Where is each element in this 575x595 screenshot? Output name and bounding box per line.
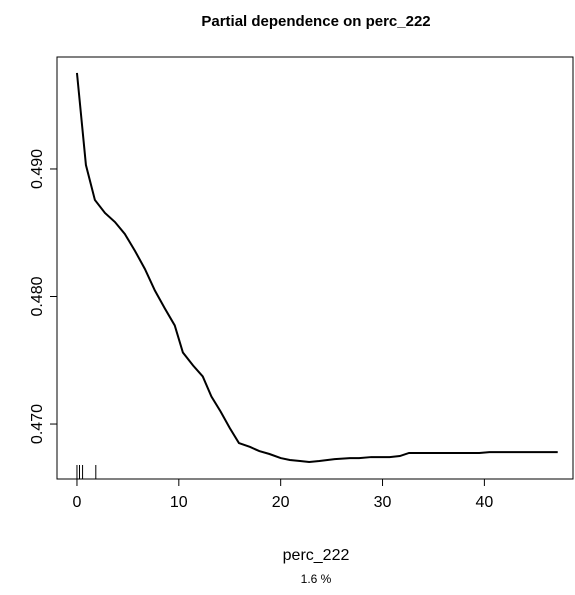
x-tick-label: 0 xyxy=(73,494,82,511)
subtitle: 1.6 % xyxy=(301,572,332,586)
x-tick-label: 30 xyxy=(374,494,392,511)
x-tick-label: 10 xyxy=(170,494,188,511)
x-axis-label: perc_222 xyxy=(283,547,350,564)
plot-frame xyxy=(56,56,574,480)
x-tick-label: 40 xyxy=(475,494,493,511)
pd-line xyxy=(75,72,558,464)
y-tick-label: 0.480 xyxy=(29,276,46,316)
y-tick-label: 0.470 xyxy=(29,404,46,444)
x-tick-label: 20 xyxy=(272,494,290,511)
y-tick-label: 0.490 xyxy=(29,149,46,189)
chart-title: Partial dependence on perc_222 xyxy=(201,13,430,30)
